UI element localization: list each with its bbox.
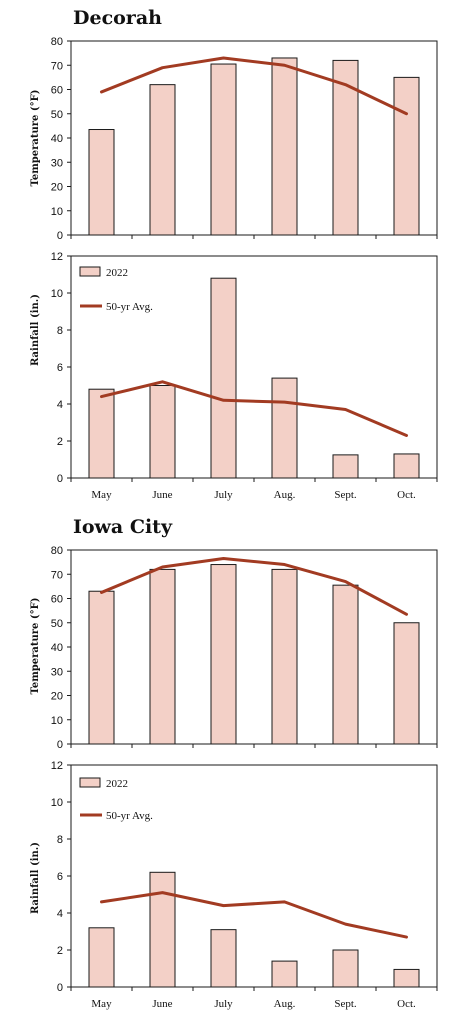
y-tick-label: 80 (51, 545, 63, 557)
x-tick-label: Aug. (274, 998, 296, 1010)
y-tick-label: 2 (57, 436, 63, 448)
x-tick-label: June (152, 998, 172, 1010)
bar (149, 871, 176, 988)
y-tick-label: 8 (57, 834, 63, 846)
y-tick-label: 6 (57, 871, 63, 883)
y-tick-label: 12 (51, 760, 63, 772)
x-tick-label: Oct. (397, 998, 416, 1010)
legend: 2022 50-yr Avg. (79, 266, 153, 313)
y-axis-label: Temperature (°F) (30, 598, 41, 695)
bar (210, 564, 237, 745)
y-tick-label: 12 (51, 251, 63, 263)
y-tick-label: 60 (51, 85, 63, 97)
bar (210, 929, 237, 988)
bar (393, 968, 420, 988)
bar (271, 377, 298, 479)
y-tick-label: 10 (51, 797, 63, 809)
y-tick-label: 10 (51, 288, 63, 300)
legend-swatch-bar (79, 777, 101, 788)
bar (149, 568, 176, 745)
avg-line (100, 56, 408, 116)
bar (88, 388, 115, 479)
y-tick-label: 0 (57, 230, 63, 242)
bar (332, 949, 359, 988)
y-tick-label: 6 (57, 362, 63, 374)
bar (393, 453, 420, 479)
x-tick-label: May (91, 489, 112, 501)
avg-line (100, 891, 408, 939)
chart-panel-3: Iowa City 0 10 20 30 40 50 60 70 80 Temperature (°… (30, 516, 438, 751)
y-axis-label: Rainfall (in.) (30, 294, 41, 366)
x-tick-label: Sept. (334, 489, 357, 501)
legend-swatch-bar (79, 266, 101, 277)
x-tick-label: June (152, 489, 172, 501)
x-tick-label: Oct. (397, 489, 416, 501)
bar (332, 454, 359, 479)
legend-label: 50-yr Avg. (106, 301, 153, 313)
y-tick-label: 8 (57, 325, 63, 337)
x-tick-label: May (91, 998, 112, 1010)
avg-line (100, 556, 408, 616)
y-tick-label: 30 (51, 157, 63, 169)
y-tick-label: 0 (57, 982, 63, 994)
bar (149, 84, 176, 236)
plot-frame (70, 255, 438, 479)
bar (271, 568, 298, 745)
y-tick-label: 70 (51, 60, 63, 72)
y-tick-label: 50 (51, 618, 63, 630)
y-tick-label: 50 (51, 109, 63, 121)
x-tick-label: Sept. (334, 998, 357, 1010)
chart-title: Iowa City (73, 516, 173, 538)
plot-frame (70, 40, 438, 236)
bar (210, 277, 237, 479)
bar (210, 63, 237, 236)
y-tick-label: 20 (51, 691, 63, 703)
x-tick-label: July (214, 998, 233, 1010)
y-tick-label: 10 (51, 715, 63, 727)
plot-frame (70, 549, 438, 745)
legend: 2022 50-yr Avg. (79, 777, 153, 822)
plot-frame (70, 764, 438, 988)
y-tick-label: 0 (57, 739, 63, 751)
y-tick-label: 40 (51, 642, 63, 654)
bar (88, 927, 115, 988)
bar (332, 59, 359, 236)
chart-panel-4: 0 2 4 6 8 10 12 Rainfall (in.) May June July Aug. Se… (30, 760, 438, 1010)
y-tick-label: 80 (51, 36, 63, 48)
x-tick-label: July (214, 489, 233, 501)
y-tick-label: 2 (57, 945, 63, 957)
y-tick-label: 30 (51, 666, 63, 678)
y-tick-label: 10 (51, 206, 63, 218)
y-tick-label: 60 (51, 594, 63, 606)
y-tick-label: 4 (57, 399, 63, 411)
y-tick-label: 40 (51, 133, 63, 145)
avg-line (100, 380, 408, 437)
bar (88, 129, 115, 236)
chart-panel-1: Decorah 0 10 20 30 40 50 60 70 80 Temperature (°F) (30, 7, 438, 242)
chart-title: Decorah (73, 7, 162, 29)
y-tick-label: 70 (51, 569, 63, 581)
legend-label: 50-yr Avg. (106, 810, 153, 822)
y-tick-label: 4 (57, 908, 63, 920)
y-axis-label: Rainfall (in.) (30, 842, 41, 914)
chart-panel-2: 0 2 4 6 8 10 12 Rainfall (in.) May June July Aug. Se… (30, 251, 438, 501)
bar (149, 385, 176, 479)
y-tick-label: 20 (51, 182, 63, 194)
y-tick-label: 0 (57, 473, 63, 485)
bar (393, 622, 420, 745)
legend-label: 2022 (106, 778, 128, 790)
x-tick-label: Aug. (274, 489, 296, 501)
bar (332, 584, 359, 745)
bar (393, 76, 420, 236)
bar (88, 590, 115, 745)
bar (271, 960, 298, 988)
legend-label: 2022 (106, 267, 128, 279)
y-axis-label: Temperature (°F) (30, 90, 41, 187)
bar (271, 57, 298, 236)
